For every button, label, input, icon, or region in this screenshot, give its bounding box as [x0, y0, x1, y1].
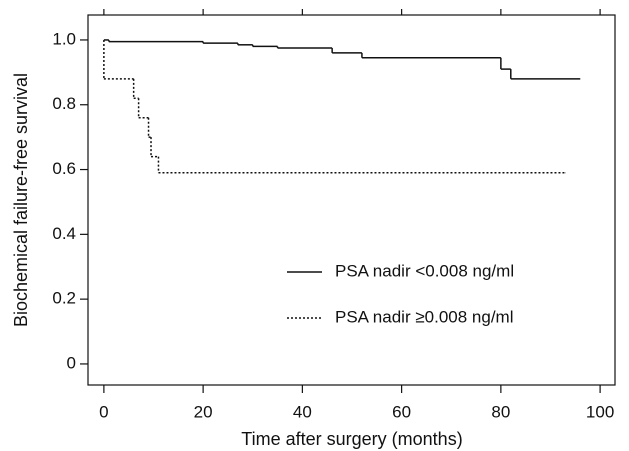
legend-label: PSA nadir ≥0.008 ng/ml [335, 307, 514, 326]
y-tick-label: 0 [67, 353, 76, 372]
x-tick-label: 0 [99, 402, 108, 421]
legend-label: PSA nadir <0.008 ng/ml [335, 261, 514, 280]
x-tick-label: 100 [586, 402, 614, 421]
x-tick-label: 40 [293, 402, 312, 421]
x-tick-label: 20 [194, 402, 213, 421]
y-tick-label: 0.2 [52, 289, 76, 308]
y-axis-title: Biochemical failure-free survival [11, 73, 31, 327]
y-tick-label: 1.0 [52, 29, 76, 48]
x-tick-label: 80 [491, 402, 510, 421]
y-tick-label: 0.8 [52, 94, 76, 113]
x-axis-title: Time after surgery (months) [241, 429, 462, 449]
x-tick-label: 60 [392, 402, 411, 421]
plot-frame [87, 14, 616, 386]
y-tick-label: 0.4 [52, 224, 76, 243]
y-tick-label: 0.6 [52, 159, 76, 178]
